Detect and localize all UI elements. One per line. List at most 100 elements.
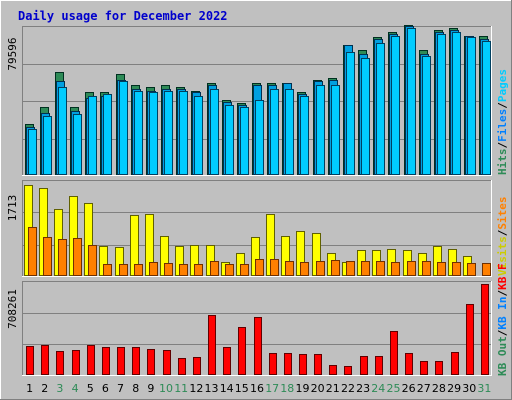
bar-kb-f-day-8: [132, 347, 140, 375]
bar-pages-day-24: [376, 43, 385, 175]
bar-kb-f-day-3: [56, 351, 64, 375]
legend-panel1-item-2: Files: [496, 109, 509, 142]
bar-sites-day-25: [391, 262, 400, 276]
bar-sites-day-16: [255, 259, 264, 276]
bar-pages-day-14: [225, 105, 234, 175]
x-tick-label-day-8: 8: [132, 382, 139, 395]
bar-kb-f-day-12: [193, 357, 201, 375]
bar-pages-day-31: [482, 41, 491, 175]
x-tick-label-day-1: 1: [26, 382, 33, 395]
bar-pages-day-28: [437, 34, 446, 175]
y-max-label-visits-sites: 1713: [6, 195, 19, 222]
bar-kb-f-day-31: [481, 284, 489, 375]
bar-pages-day-5: [88, 96, 97, 175]
bar-pages-day-10: [164, 91, 173, 175]
x-tick-label-day-16: 16: [250, 382, 264, 395]
bar-kb-f-day-24: [375, 356, 383, 375]
x-tick-label-day-27: 27: [417, 382, 431, 395]
x-tick-label-day-24: 24: [371, 382, 385, 395]
bar-pages-day-13: [210, 89, 219, 175]
x-tick-label-day-3: 3: [56, 382, 63, 395]
bar-pages-day-11: [179, 91, 188, 175]
bar-sites-day-6: [103, 264, 112, 276]
bar-pages-day-4: [73, 114, 82, 175]
bar-sites-day-4: [73, 238, 82, 276]
x-tick-label-day-18: 18: [280, 382, 294, 395]
bar-sites-day-20: [316, 261, 325, 276]
bar-sites-day-18: [285, 261, 294, 276]
bar-sites-day-3: [58, 239, 67, 276]
bar-kb-f-day-14: [223, 347, 231, 375]
legend-panel1-item-4: Pages: [496, 69, 509, 102]
bar-sites-day-23: [361, 261, 370, 276]
bar-pages-day-18: [285, 89, 294, 175]
bar-kb-f-day-6: [102, 347, 110, 375]
x-tick-label-day-19: 19: [296, 382, 310, 395]
x-tick-label-day-20: 20: [311, 382, 325, 395]
x-tick-label-day-23: 23: [356, 382, 370, 395]
bar-sites-day-14: [225, 264, 234, 276]
bar-kb-f-day-17: [269, 353, 277, 375]
bar-kb-f-day-30: [466, 304, 474, 375]
panel-kbytes: [22, 281, 492, 376]
bar-pages-day-22: [346, 52, 355, 175]
legend-panel2-item-1: /: [496, 229, 509, 236]
panel-hits-files-pages: [22, 25, 492, 176]
bar-sites-day-22: [346, 261, 355, 276]
x-tick-label-day-15: 15: [235, 382, 249, 395]
bar-pages-day-15: [240, 107, 249, 175]
bar-pages-day-29: [452, 32, 461, 175]
bar-pages-day-2: [43, 116, 52, 175]
legend-panel2-item-2: Sites: [496, 197, 509, 230]
x-tick-label-day-22: 22: [341, 382, 355, 395]
legend-panel3-item-2: KB In: [496, 297, 509, 330]
bar-kb-f-day-27: [420, 361, 428, 375]
bar-sites-day-8: [134, 264, 143, 276]
y-axis-max-labels: 79596 1713 708261: [6, 37, 19, 328]
bar-kb-f-day-11: [178, 358, 186, 375]
x-tick-label-day-17: 17: [265, 382, 279, 395]
bar-pages-day-30: [467, 37, 476, 175]
bar-sites-day-15: [240, 264, 249, 276]
panel-visits-sites: [22, 180, 492, 277]
bar-kb-f-day-7: [117, 347, 125, 375]
legend-panel3-item-3: /: [496, 290, 509, 297]
bar-sites-day-26: [407, 261, 416, 276]
bar-pages-day-1: [28, 129, 37, 175]
bar-pages-day-9: [149, 92, 158, 175]
bar-kb-f-day-20: [314, 354, 322, 375]
bar-pages-day-25: [391, 36, 400, 175]
y-max-label-hits-files-pages: 79596: [6, 37, 19, 70]
x-tick-label-day-28: 28: [432, 382, 446, 395]
bar-sites-day-11: [179, 264, 188, 276]
chart-title: Daily usage for December 2022: [18, 9, 228, 23]
bar-pages-day-16: [255, 100, 264, 175]
x-tick-label-day-2: 2: [41, 382, 48, 395]
legend-panel2-item-0: Visits: [496, 236, 509, 276]
bar-kb-f-day-18: [284, 353, 292, 375]
bar-sites-day-12: [194, 264, 203, 276]
bar-kb-f-day-16: [254, 317, 262, 375]
bar-pages-day-6: [103, 94, 112, 175]
bar-sites-day-7: [119, 264, 128, 276]
bar-pages-day-8: [134, 91, 143, 175]
bar-kb-f-day-2: [41, 345, 49, 375]
x-tick-label-day-11: 11: [174, 382, 188, 395]
x-tick-label-day-6: 6: [102, 382, 109, 395]
bar-kb-f-day-5: [87, 345, 95, 375]
x-axis-day-labels: 1 2 3 4 5 6 7 8 9 10 11 12 13 14 15 16 17 18 19 20 21 22 23 24 2…: [26, 382, 491, 395]
bar-kb-f-day-1: [26, 346, 34, 375]
x-tick-label-day-12: 12: [189, 382, 203, 395]
bar-kb-f-day-23: [360, 356, 368, 375]
bar-pages-day-21: [331, 85, 340, 175]
x-tick-label-day-13: 13: [205, 382, 219, 395]
bar-kb-f-day-29: [451, 352, 459, 375]
bar-pages-day-20: [316, 85, 325, 175]
bar-sites-day-19: [300, 262, 309, 276]
chart-panels: [22, 25, 492, 376]
bar-kb-f-day-22: [344, 366, 352, 375]
legend-panel1-item-0: Hits: [496, 149, 509, 176]
bar-kb-f-day-21: [329, 365, 337, 375]
bar-pages-day-26: [407, 28, 416, 175]
